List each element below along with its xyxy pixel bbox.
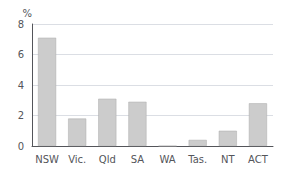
svg-text:Vic.: Vic. bbox=[68, 154, 86, 165]
svg-text:0: 0 bbox=[18, 141, 24, 152]
svg-text:Qld: Qld bbox=[99, 154, 116, 165]
svg-text:NT: NT bbox=[221, 154, 235, 165]
svg-text:6: 6 bbox=[18, 49, 24, 60]
svg-text:%: % bbox=[22, 8, 32, 19]
svg-text:8: 8 bbox=[18, 19, 24, 30]
svg-text:NSW: NSW bbox=[35, 154, 59, 165]
svg-text:Tas.: Tas. bbox=[187, 154, 207, 165]
svg-text:4: 4 bbox=[18, 80, 24, 91]
svg-text:2: 2 bbox=[18, 110, 24, 121]
svg-text:ACT: ACT bbox=[248, 154, 269, 165]
svg-text:WA: WA bbox=[159, 154, 175, 165]
svg-text:SA: SA bbox=[131, 154, 145, 165]
